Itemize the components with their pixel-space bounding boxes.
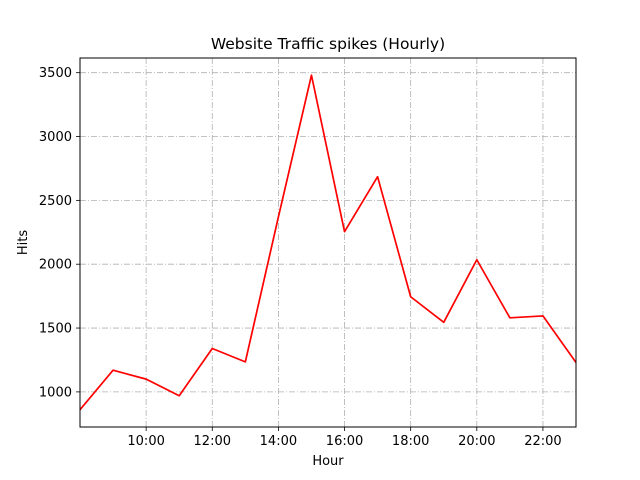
x-tick-label: 18:00: [392, 434, 429, 449]
y-tick-label: 2500: [39, 194, 72, 209]
series-layer: [80, 74, 576, 411]
x-axis-label: Hour: [312, 454, 344, 469]
y-tick-label: 3500: [39, 66, 72, 81]
x-tick-label: 16:00: [326, 434, 363, 449]
y-axis-ticks: 1000 1500 2000 2500 3000 3500: [39, 66, 80, 400]
x-tick-label: 14:00: [260, 434, 297, 449]
plot-frame: [79, 57, 577, 428]
x-axis-ticks: 10:00 12:00 14:00 16:00 18:00 20:00 22:00: [127, 427, 562, 449]
y-tick-label: 2000: [39, 258, 72, 273]
y-axis-label: Hits: [16, 230, 31, 255]
y-tick-label: 1000: [39, 385, 72, 400]
x-tick-label: 10:00: [127, 434, 164, 449]
x-tick-label: 12:00: [194, 434, 231, 449]
grid-lines: [80, 58, 576, 427]
y-tick-label: 3000: [39, 130, 72, 145]
x-tick-label: 22:00: [524, 434, 561, 449]
x-tick-label: 20:00: [458, 434, 495, 449]
series-line: [80, 74, 576, 411]
chart-title: Website Traffic spikes (Hourly): [211, 35, 445, 53]
y-tick-label: 1500: [39, 322, 72, 337]
